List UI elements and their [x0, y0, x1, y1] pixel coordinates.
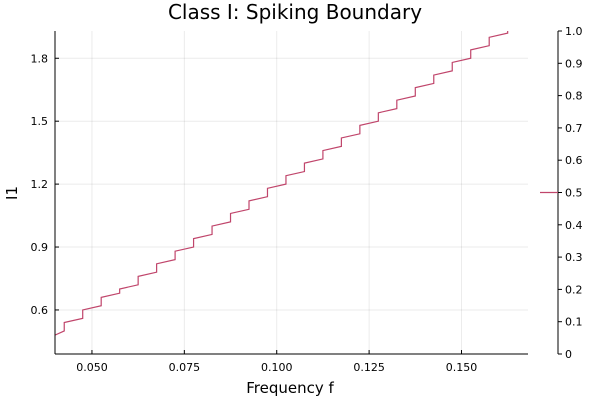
y-axis-label: I1 [3, 186, 21, 200]
tick-labels: 0.050 0.075 0.100 0.125 0.150 0.6 0.9 1.2 1.5 1.8 [31, 52, 478, 374]
x-tick-label: 0.150 [446, 361, 478, 374]
y-tick-label: 1.5 [31, 115, 49, 128]
x-tick-label: 0.125 [353, 361, 385, 374]
right-tick-label: 0.4 [565, 219, 583, 232]
x-axis-label: Frequency f [246, 379, 334, 397]
chart-title: Class I: Spiking Boundary [168, 0, 422, 24]
y-tick-label: 1.8 [31, 52, 49, 65]
right-axis: 0 0.1 0.2 0.3 0.4 0.5 0.6 0.7 0.8 0.9 1.0 [540, 25, 583, 361]
right-tick-label: 0 [565, 348, 572, 361]
right-tick-label: 0.9 [565, 57, 583, 70]
right-tick-label: 1.0 [565, 25, 583, 38]
grid-lines [55, 31, 528, 354]
y-tick-label: 1.2 [31, 178, 49, 191]
x-tick-label: 0.050 [76, 361, 108, 374]
right-tick-label: 0.5 [565, 187, 583, 200]
x-tick-label: 0.075 [169, 361, 201, 374]
series-layer [55, 31, 509, 336]
x-tick-label: 0.100 [261, 361, 293, 374]
right-tick-label: 0.1 [565, 316, 583, 329]
y-tick-label: 0.9 [31, 241, 49, 254]
boundary-series-line [55, 31, 509, 336]
axes [54, 31, 528, 355]
y-tick-label: 0.6 [31, 304, 49, 317]
right-tick-label: 0.8 [565, 90, 583, 103]
right-tick-label: 0.6 [565, 154, 583, 167]
right-tick-label: 0.7 [565, 122, 583, 135]
right-tick-label: 0.3 [565, 251, 583, 264]
right-tick-label: 0.2 [565, 283, 583, 296]
